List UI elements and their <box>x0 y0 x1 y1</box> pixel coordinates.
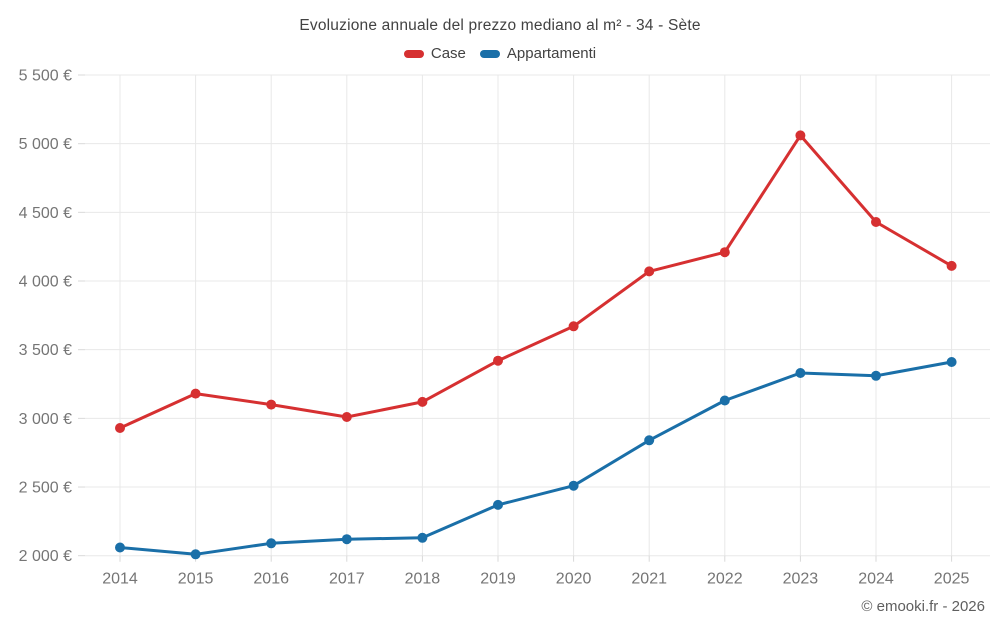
x-axis-label: 2020 <box>556 571 592 588</box>
appartamenti-data-point[interactable] <box>341 534 352 545</box>
legend-item-label: Case <box>430 45 466 62</box>
x-axis-label: 2022 <box>707 571 743 588</box>
case-data-point[interactable] <box>719 247 730 258</box>
appartamenti-data-point[interactable] <box>493 499 503 510</box>
appartamenti-data-point[interactable] <box>644 435 655 446</box>
case-legend-swatch-icon <box>403 49 424 58</box>
x-axis-label: 2023 <box>783 571 819 588</box>
x-axis-label: 2016 <box>253 571 289 588</box>
x-axis-label: 2021 <box>631 571 667 588</box>
case-data-point[interactable] <box>190 388 201 399</box>
x-axis-label: 2017 <box>329 571 365 588</box>
case-data-point[interactable] <box>644 266 655 277</box>
y-axis-label: 2 500 € <box>19 480 72 497</box>
appartamenti-data-point[interactable] <box>568 480 579 491</box>
case-data-point[interactable] <box>266 399 277 410</box>
appartamenti-data-point[interactable] <box>795 368 806 378</box>
appartamenti-data-point[interactable] <box>871 370 881 381</box>
legend-item-case[interactable]: Case <box>403 45 466 62</box>
appartamenti-series-line <box>118 360 954 556</box>
case-data-point[interactable] <box>417 396 428 407</box>
x-axis-label: 2018 <box>405 571 441 588</box>
x-axis-label: 2014 <box>102 571 138 588</box>
case-data-point[interactable] <box>341 412 352 422</box>
legend-item-appartamenti[interactable]: Appartamenti <box>479 45 597 62</box>
appartamenti-legend-swatch-icon <box>479 49 500 58</box>
y-axis-label: 5 500 € <box>19 68 72 85</box>
case-data-point[interactable] <box>795 130 806 141</box>
y-axis-label: 3 000 € <box>19 411 72 428</box>
y-axis-label: 5 000 € <box>19 136 72 153</box>
x-axis-label: 2025 <box>934 571 970 588</box>
appartamenti-data-point[interactable] <box>946 357 957 367</box>
chart-title: Evoluzione annuale del prezzo mediano al… <box>299 17 701 34</box>
appartamenti-data-point[interactable] <box>115 542 125 553</box>
y-axis-label: 4 000 € <box>19 274 72 291</box>
y-axis-label: 4 500 € <box>19 205 72 222</box>
copyright-watermark: © emooki.fr - 2026 <box>861 598 985 615</box>
case-data-point[interactable] <box>493 355 503 366</box>
case-data-point[interactable] <box>568 321 579 332</box>
x-axis-label: 2019 <box>480 571 516 588</box>
appartamenti-data-point[interactable] <box>266 538 277 549</box>
x-axis-label: 2024 <box>858 571 894 588</box>
case-data-point[interactable] <box>946 260 957 271</box>
case-series-line <box>118 133 954 430</box>
appartamenti-data-point[interactable] <box>417 532 428 543</box>
y-axis-label: 2 000 € <box>19 548 72 565</box>
case-data-point[interactable] <box>115 423 125 433</box>
y-axis-label: 3 500 € <box>19 342 72 359</box>
chart-legend: Case Appartamenti <box>0 45 1000 62</box>
appartamenti-data-point[interactable] <box>719 395 730 406</box>
x-axis-label: 2015 <box>178 571 214 588</box>
legend-item-label: Appartamenti <box>506 45 597 62</box>
case-data-point[interactable] <box>871 217 881 227</box>
appartamenti-data-point[interactable] <box>190 549 201 560</box>
